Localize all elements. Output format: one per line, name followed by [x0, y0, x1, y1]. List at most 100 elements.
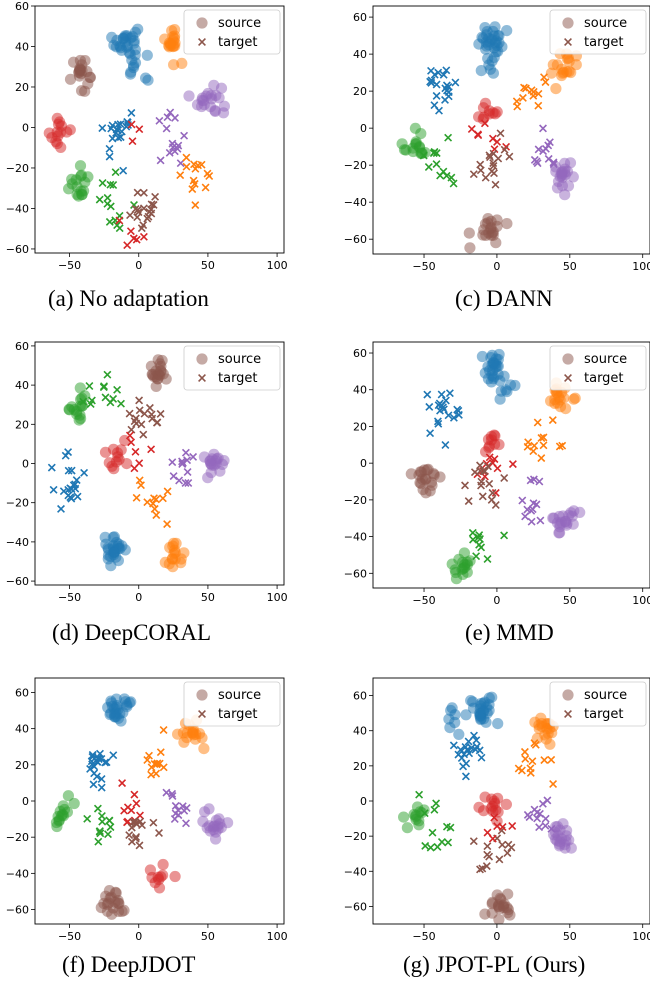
panel-dann: −50 0 50 100 −60 −40 −20 0 20 40 60 source target (c…	[325, 0, 650, 330]
target-point	[132, 235, 141, 244]
target-point	[540, 73, 548, 82]
target-point	[539, 433, 548, 442]
target-point	[183, 456, 192, 465]
source-point	[540, 733, 552, 745]
target-point	[88, 750, 97, 759]
legend-box	[549, 345, 647, 391]
source-point	[176, 57, 188, 69]
legend-target-marker	[564, 38, 572, 46]
target-point	[445, 389, 454, 398]
source-point	[463, 227, 475, 239]
source-point	[450, 573, 463, 585]
target-point	[540, 756, 549, 765]
target-point	[469, 837, 478, 846]
source-point	[84, 71, 96, 83]
source-point	[413, 819, 425, 831]
target-point	[171, 801, 180, 810]
target-point	[444, 133, 453, 142]
y-tick-label: 40	[15, 40, 29, 53]
target-point	[532, 500, 541, 509]
x-tick-label: 100	[267, 259, 288, 272]
target-point	[488, 834, 497, 843]
target-point	[159, 726, 168, 734]
target-point	[114, 120, 122, 129]
source-point	[115, 444, 127, 456]
legend-source-marker	[196, 689, 208, 701]
legend-source-label: source	[218, 16, 261, 31]
caption-dann: (c) DANN	[455, 286, 553, 311]
y-tick-label: 0	[360, 457, 367, 470]
scatter-plot-jpot-pl: −50 0 50 100 −60 −40 −20 0 20 40 60 source target	[344, 677, 650, 943]
target-point	[100, 382, 108, 391]
legend-box	[183, 345, 281, 391]
target-point	[132, 833, 141, 841]
x-tick-label: 0	[493, 594, 500, 607]
source-point	[210, 89, 222, 102]
target-point	[135, 406, 144, 415]
target-point	[472, 552, 481, 561]
target-point	[555, 442, 564, 451]
source-point	[121, 701, 133, 713]
target-point	[47, 463, 56, 472]
target-point	[444, 838, 453, 847]
y-tick-label: 0	[22, 121, 29, 134]
source-point	[197, 815, 209, 827]
target-point	[538, 799, 547, 808]
source-point	[124, 68, 137, 80]
target-point	[139, 430, 148, 439]
legend-target-marker	[198, 38, 206, 46]
target-point	[147, 200, 156, 209]
target-point	[97, 812, 106, 820]
target-point	[79, 397, 88, 406]
target-point	[131, 834, 140, 843]
target-point	[116, 133, 125, 142]
target-point	[149, 818, 158, 827]
y-tick-label: 40	[353, 384, 367, 397]
legend-source-label: source	[218, 688, 261, 703]
source-point	[150, 371, 162, 383]
legend-source-label: source	[584, 688, 627, 703]
target-point	[462, 759, 471, 768]
source-point	[410, 138, 422, 150]
target-point	[97, 775, 106, 783]
y-tick-label: −20	[6, 162, 29, 175]
target-point	[533, 159, 542, 168]
x-tick-label: 0	[135, 930, 142, 943]
target-point	[71, 484, 80, 493]
target-point	[435, 399, 444, 408]
target-point	[541, 821, 550, 830]
target-point	[535, 809, 544, 818]
target-point	[67, 494, 76, 503]
source-point	[500, 384, 512, 396]
target-point	[101, 758, 110, 767]
source-point	[559, 515, 572, 528]
target-point	[449, 741, 458, 750]
target-point	[534, 89, 543, 98]
target-point	[57, 504, 65, 513]
target-point	[437, 390, 446, 399]
source-point	[50, 816, 63, 829]
target-point	[85, 382, 94, 390]
legend-target-label: target	[218, 707, 258, 722]
target-point	[476, 166, 485, 175]
y-tick-label: −40	[344, 196, 367, 209]
target-point	[155, 829, 163, 837]
target-point	[183, 468, 192, 476]
target-point	[529, 91, 538, 100]
x-tick-label: 100	[632, 930, 650, 943]
target-point	[535, 477, 544, 486]
target-point	[178, 802, 187, 811]
target-point	[189, 452, 198, 461]
target-point	[182, 804, 191, 812]
target-point	[512, 97, 521, 106]
target-point	[162, 788, 171, 797]
target-point	[158, 494, 167, 503]
y-tick-label: −60	[6, 904, 29, 917]
target-point	[420, 809, 429, 818]
legend: source target	[183, 345, 281, 391]
target-point	[162, 124, 171, 133]
source-point	[73, 70, 86, 82]
source-point	[457, 562, 469, 575]
source-point	[550, 83, 562, 95]
source-point	[545, 67, 557, 79]
